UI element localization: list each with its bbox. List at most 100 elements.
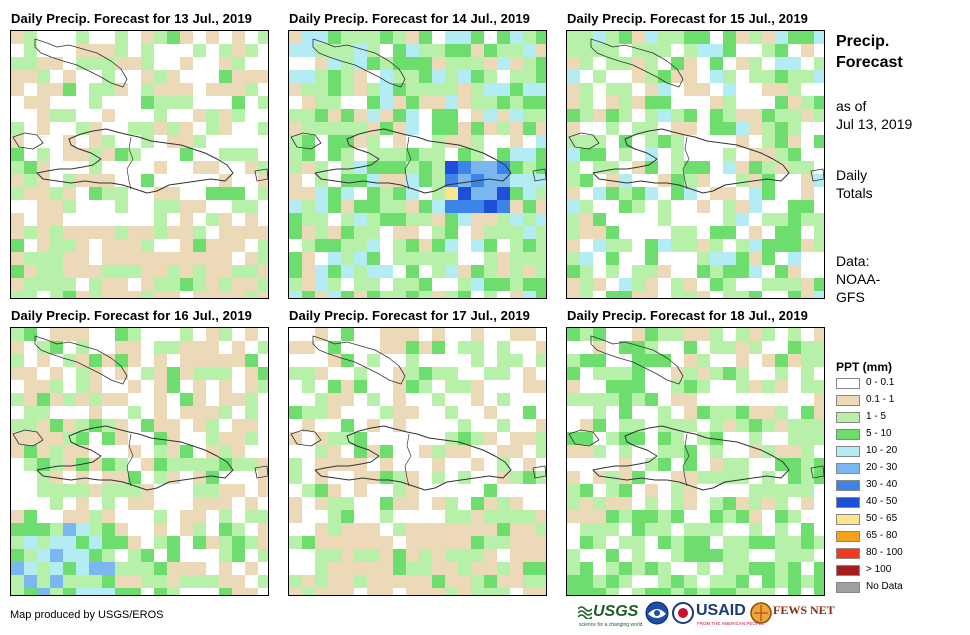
precip-cell xyxy=(76,523,89,536)
precip-cell xyxy=(154,393,167,406)
precip-cell xyxy=(367,252,380,265)
precip-cell xyxy=(619,278,632,291)
precip-cell xyxy=(328,588,341,595)
precip-cell xyxy=(354,471,367,484)
precip-cell xyxy=(232,588,245,595)
precip-cell xyxy=(315,497,328,510)
precip-cell xyxy=(814,239,824,252)
precip-cell xyxy=(445,510,458,523)
precip-cell xyxy=(76,562,89,575)
precip-cell xyxy=(619,291,632,298)
precip-cell xyxy=(315,44,328,57)
precip-cell xyxy=(736,109,749,122)
precip-cell xyxy=(497,536,510,549)
precip-cell xyxy=(593,445,606,458)
precip-cell xyxy=(354,109,367,122)
precip-cell xyxy=(232,484,245,497)
precip-cell xyxy=(567,510,580,523)
precip-cell xyxy=(154,419,167,432)
precip-cell xyxy=(497,109,510,122)
precip-cell xyxy=(115,328,128,341)
precip-cell xyxy=(367,471,380,484)
precip-cell xyxy=(245,226,258,239)
precip-cell xyxy=(619,341,632,354)
precip-cell xyxy=(206,367,219,380)
precip-cell xyxy=(471,135,484,148)
precip-cell xyxy=(710,575,723,588)
precip-cell xyxy=(245,419,258,432)
precip-cell xyxy=(510,187,523,200)
precip-cell xyxy=(788,445,801,458)
precip-cell xyxy=(232,109,245,122)
precip-cell xyxy=(354,380,367,393)
precip-cell xyxy=(445,213,458,226)
precip-cell xyxy=(11,174,24,187)
precip-cell xyxy=(510,148,523,161)
precip-cell xyxy=(471,536,484,549)
precip-cell xyxy=(697,354,710,367)
precip-cell xyxy=(697,83,710,96)
precip-cell xyxy=(406,57,419,70)
precip-cell xyxy=(315,265,328,278)
precip-cell xyxy=(432,44,445,57)
precip-cell xyxy=(393,341,406,354)
precip-cell xyxy=(801,575,814,588)
precip-cell xyxy=(567,278,580,291)
precip-cell xyxy=(193,265,206,278)
precip-cell xyxy=(154,109,167,122)
precip-cell xyxy=(471,239,484,252)
precip-cell xyxy=(684,83,697,96)
precip-cell xyxy=(128,549,141,562)
precip-cell xyxy=(258,367,268,380)
precip-cell xyxy=(432,161,445,174)
precip-cell xyxy=(762,70,775,83)
precip-cell xyxy=(380,109,393,122)
precip-cell xyxy=(658,44,671,57)
precip-cell xyxy=(89,367,102,380)
precip-cell xyxy=(115,83,128,96)
precip-cell xyxy=(341,57,354,70)
precip-cell xyxy=(445,44,458,57)
precip-cell xyxy=(180,393,193,406)
precip-cell xyxy=(671,291,684,298)
precip-cell xyxy=(523,187,536,200)
precip-cell xyxy=(393,148,406,161)
precip-cell xyxy=(315,200,328,213)
precip-cell xyxy=(458,31,471,44)
precip-cell xyxy=(367,278,380,291)
legend-label: 10 - 20 xyxy=(866,445,898,456)
precip-cell xyxy=(580,291,593,298)
precip-cell xyxy=(328,562,341,575)
precip-cell xyxy=(645,161,658,174)
precip-cell xyxy=(606,432,619,445)
precip-cell xyxy=(245,328,258,341)
precip-cell xyxy=(206,187,219,200)
forecast-map-3 xyxy=(566,30,825,299)
precip-cell xyxy=(206,406,219,419)
precip-cell xyxy=(632,549,645,562)
precip-cell xyxy=(406,252,419,265)
precip-cell xyxy=(471,265,484,278)
precip-cell xyxy=(315,109,328,122)
precip-cell xyxy=(658,419,671,432)
precip-cell xyxy=(801,70,814,83)
precip-cell xyxy=(24,458,37,471)
precip-cell xyxy=(445,161,458,174)
precip-cell xyxy=(289,367,302,380)
precip-cell xyxy=(115,31,128,44)
precip-cell xyxy=(354,291,367,298)
precip-cell xyxy=(367,135,380,148)
precip-cell xyxy=(206,291,219,298)
precip-cell xyxy=(723,575,736,588)
precip-cell xyxy=(341,393,354,406)
precip-cell xyxy=(580,109,593,122)
precip-cell xyxy=(736,31,749,44)
precip-cell xyxy=(193,367,206,380)
precip-cell xyxy=(484,44,497,57)
precip-cell xyxy=(710,432,723,445)
precip-cell xyxy=(232,70,245,83)
precip-cell xyxy=(580,31,593,44)
precip-cell xyxy=(76,367,89,380)
precip-cell xyxy=(258,226,268,239)
precip-cell xyxy=(232,523,245,536)
